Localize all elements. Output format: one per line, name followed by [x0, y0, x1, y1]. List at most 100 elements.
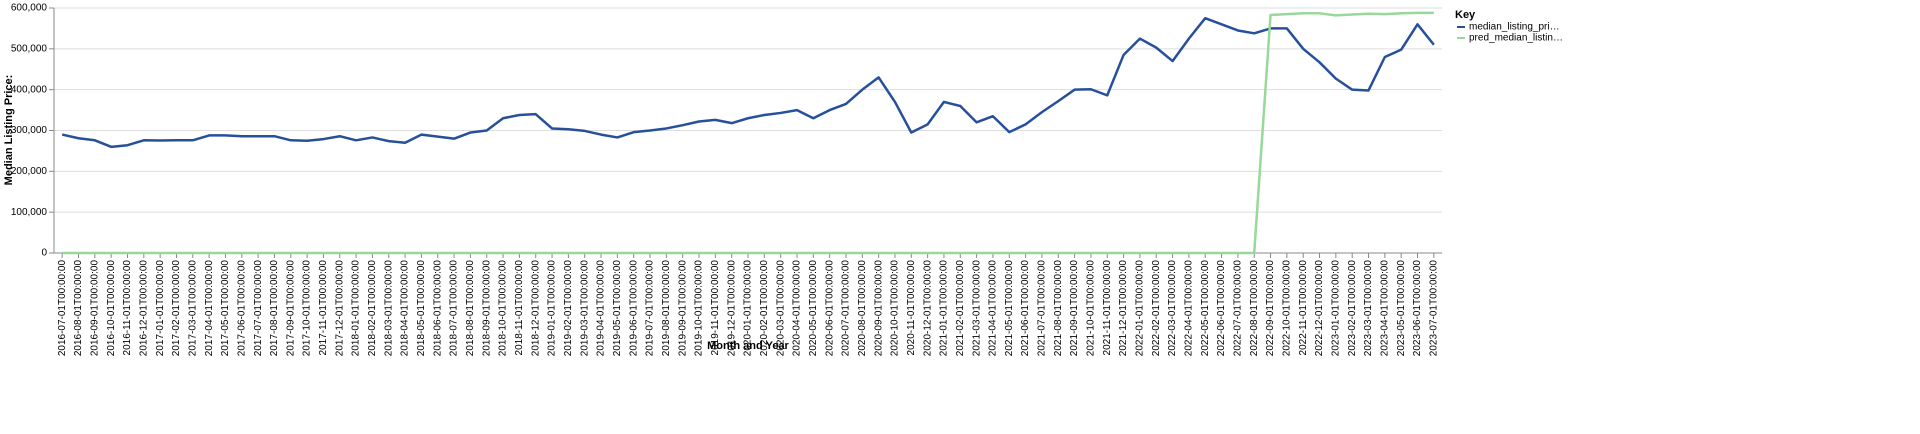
x-tick-label: 2019-08-01T00:00:00 [661, 260, 672, 357]
x-tick-label: 2018-02-01T00:00:00 [367, 260, 378, 357]
x-tick-label: 2020-03-01T00:00:00 [775, 260, 786, 357]
x-tick-label: 2018-06-01T00:00:00 [432, 260, 443, 357]
x-axis-title: Month and Year [707, 340, 789, 352]
x-tick-label: 2020-04-01T00:00:00 [792, 260, 803, 357]
x-tick-label: 2017-06-01T00:00:00 [236, 260, 247, 357]
x-tick-label: 2023-07-01T00:00:00 [1428, 260, 1439, 357]
x-tick-label: 2019-04-01T00:00:00 [596, 260, 607, 357]
x-tick-label: 2022-11-01T00:00:00 [1298, 260, 1309, 356]
x-tick-label: 2019-03-01T00:00:00 [579, 260, 590, 357]
x-tick-label: 2018-10-01T00:00:00 [498, 260, 509, 357]
x-tick-label: 2023-04-01T00:00:00 [1379, 260, 1390, 357]
x-tick-label: 2019-11-01T00:00:00 [710, 260, 721, 356]
x-tick-label: 2022-02-01T00:00:00 [1151, 260, 1162, 357]
x-tick-label: 2023-01-01T00:00:00 [1330, 260, 1341, 357]
x-tick-label: 2021-07-01T00:00:00 [1037, 260, 1048, 357]
x-tick-label: 2017-02-01T00:00:00 [171, 260, 182, 357]
x-tick-label: 2016-09-01T00:00:00 [89, 260, 100, 357]
x-tick-label: 2017-07-01T00:00:00 [253, 260, 264, 357]
x-tick-label: 2022-01-01T00:00:00 [1135, 260, 1146, 357]
x-tick-label: 2017-11-01T00:00:00 [318, 260, 329, 356]
x-tick-label: 2020-10-01T00:00:00 [890, 260, 901, 357]
x-tick-label: 2018-08-01T00:00:00 [465, 260, 476, 357]
x-tick-label: 2019-12-01T00:00:00 [726, 260, 737, 357]
x-tick-label: 2022-03-01T00:00:00 [1167, 260, 1178, 357]
x-tick-label: 2021-10-01T00:00:00 [1086, 260, 1097, 357]
x-tick-label: 2018-07-01T00:00:00 [449, 260, 460, 357]
x-tick-label: 2020-11-01T00:00:00 [906, 260, 917, 356]
x-tick-label: 2022-07-01T00:00:00 [1233, 260, 1244, 357]
x-tick-label: 2019-02-01T00:00:00 [563, 260, 574, 357]
x-tick-label: 2016-12-01T00:00:00 [138, 260, 149, 357]
y-tick-label: 500,000 [11, 43, 48, 54]
line-series [61, 16, 1435, 149]
x-tick-label: 2022-10-01T00:00:00 [1282, 260, 1293, 357]
legend-label: median_listing_pri… [1469, 22, 1560, 33]
x-tick-label: 2022-04-01T00:00:00 [1184, 260, 1195, 357]
legend-label: pred_median_listin… [1469, 33, 1563, 44]
x-tick-label: 2020-09-01T00:00:00 [873, 260, 884, 357]
x-tick-label: 2023-06-01T00:00:00 [1412, 260, 1423, 357]
x-tick-label: 2023-03-01T00:00:00 [1363, 260, 1374, 357]
x-tick-label: 2021-02-01T00:00:00 [955, 260, 966, 357]
x-tick-label: 2021-05-01T00:00:00 [1004, 260, 1015, 357]
x-tick-label: 2016-07-01T00:00:00 [57, 260, 68, 357]
x-tick-label: 2018-12-01T00:00:00 [530, 260, 541, 357]
x-tick-label: 2022-08-01T00:00:00 [1249, 260, 1260, 357]
x-tick-label: 2017-04-01T00:00:00 [204, 260, 215, 357]
x-tick-label: 2023-02-01T00:00:00 [1347, 260, 1358, 357]
x-tick-label: 2017-05-01T00:00:00 [220, 260, 231, 357]
y-tick-label: 600,000 [11, 3, 48, 14]
x-tick-label: 2021-08-01T00:00:00 [1053, 260, 1064, 357]
x-tick-label: 2017-08-01T00:00:00 [269, 260, 280, 357]
x-tick-label: 2020-08-01T00:00:00 [857, 260, 868, 357]
y-tick-label: 0 [41, 248, 47, 259]
x-tick-label: 2022-12-01T00:00:00 [1314, 260, 1325, 357]
y-tick-label: 400,000 [11, 84, 48, 95]
x-tick-label: 2020-07-01T00:00:00 [841, 260, 852, 357]
x-tick-label: 2020-02-01T00:00:00 [759, 260, 770, 357]
x-tick-label: 2018-01-01T00:00:00 [351, 260, 362, 357]
x-tick-label: 2021-01-01T00:00:00 [939, 260, 950, 357]
y-axis-title: Median Listing Price: [3, 75, 15, 186]
x-tick-label: 2017-01-01T00:00:00 [155, 260, 166, 357]
x-tick-label: 2018-09-01T00:00:00 [481, 260, 492, 357]
x-tick-label: 2023-05-01T00:00:00 [1396, 260, 1407, 357]
x-tick-label: 2021-11-01T00:00:00 [1102, 260, 1113, 356]
x-tick-label: 2018-05-01T00:00:00 [416, 260, 427, 357]
x-tick-label: 2017-10-01T00:00:00 [302, 260, 313, 357]
x-tick-label: 2016-11-01T00:00:00 [122, 260, 133, 356]
x-tick-label: 2019-01-01T00:00:00 [547, 260, 558, 357]
x-tick-label: 2019-09-01T00:00:00 [677, 260, 688, 357]
x-tick-label: 2020-01-01T00:00:00 [743, 260, 754, 357]
x-tick-label: 2022-09-01T00:00:00 [1265, 260, 1276, 357]
x-tick-label: 2018-11-01T00:00:00 [514, 260, 525, 356]
x-tick-label: 2018-04-01T00:00:00 [400, 260, 411, 357]
legend-title: Key [1455, 9, 1476, 21]
x-tick-label: 2017-03-01T00:00:00 [187, 260, 198, 357]
x-tick-label: 2016-10-01T00:00:00 [106, 260, 117, 357]
x-tick-label: 2021-04-01T00:00:00 [988, 260, 999, 357]
x-tick-label: 2021-12-01T00:00:00 [1118, 260, 1129, 357]
y-tick-label: 200,000 [11, 166, 48, 177]
x-tick-label: 2018-03-01T00:00:00 [383, 260, 394, 357]
x-tick-label: 2019-05-01T00:00:00 [612, 260, 623, 357]
y-tick-label: 300,000 [11, 125, 48, 136]
x-tick-label: 2021-09-01T00:00:00 [1069, 260, 1080, 357]
x-tick-label: 2017-12-01T00:00:00 [334, 260, 345, 357]
line-series [62, 11, 1434, 255]
x-tick-label: 2022-06-01T00:00:00 [1216, 260, 1227, 357]
x-tick-label: 2021-06-01T00:00:00 [1020, 260, 1031, 357]
x-tick-label: 2017-09-01T00:00:00 [285, 260, 296, 357]
x-tick-label: 2019-10-01T00:00:00 [694, 260, 705, 357]
x-tick-label: 2021-03-01T00:00:00 [971, 260, 982, 357]
x-tick-label: 2020-12-01T00:00:00 [922, 260, 933, 357]
x-tick-label: 2019-07-01T00:00:00 [645, 260, 656, 357]
x-tick-label: 2019-06-01T00:00:00 [628, 260, 639, 357]
x-tick-label: 2016-08-01T00:00:00 [73, 260, 84, 357]
x-tick-label: 2020-06-01T00:00:00 [824, 260, 835, 357]
y-tick-label: 100,000 [11, 207, 48, 218]
x-tick-label: 2022-05-01T00:00:00 [1200, 260, 1211, 357]
x-tick-label: 2020-05-01T00:00:00 [808, 260, 819, 357]
